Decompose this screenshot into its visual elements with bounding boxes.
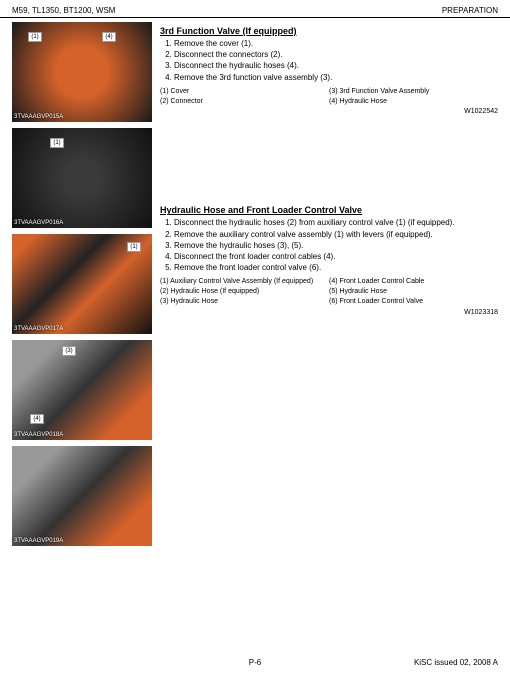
section-3rd-function: 3rd Function Valve (If equipped) Remove … xyxy=(160,26,498,115)
text-column: 3rd Function Valve (If equipped) Remove … xyxy=(152,22,498,552)
section2-wcode: W1023318 xyxy=(160,309,498,316)
section1-legend-right: (3) 3rd Function Valve Assembly(4) Hydra… xyxy=(329,87,498,107)
section2-legend-left: (1) Auxiliary Control Valve Assembly (If… xyxy=(160,277,329,306)
image-column: 3TVAAAGVP015A(1)(4)3TVAAAGVP016A(1)3TVAA… xyxy=(12,22,152,552)
list-item: (6) Front Loader Control Valve xyxy=(329,297,498,307)
section2-steps: Disconnect the hydraulic hoses (2) from … xyxy=(160,217,498,273)
list-item: (1) Cover xyxy=(160,87,329,97)
figure-label: 3TVAAAGVP017A xyxy=(14,326,63,332)
list-item: (2) Connector xyxy=(160,97,329,107)
header-left: M59, TL1350, BT1200, WSM xyxy=(12,6,115,15)
list-item: Remove the auxiliary control valve assem… xyxy=(174,229,498,240)
callout-label: (3) xyxy=(62,346,76,356)
section1-legend-left: (1) Cover(2) Connector xyxy=(160,87,329,107)
figure-label: 3TVAAAGVP018A xyxy=(14,432,63,438)
section2-legend-right: (4) Front Loader Control Cable(5) Hydrau… xyxy=(329,277,498,306)
list-item: Remove the 3rd function valve assembly (… xyxy=(174,72,498,83)
figure-image-2: 3TVAAAGVP017A (1) xyxy=(12,234,152,334)
callout-label: (1) xyxy=(28,32,42,42)
list-item: (4) Hydraulic Hose xyxy=(329,97,498,107)
section1-title: 3rd Function Valve (If equipped) xyxy=(160,26,498,36)
figure-image-1: 3TVAAAGVP016A (1) xyxy=(12,128,152,228)
section1-wcode: W1022542 xyxy=(160,108,498,115)
list-item: (3) Hydraulic Hose xyxy=(160,297,329,307)
list-item: Disconnect the hydraulic hoses (4). xyxy=(174,60,498,71)
list-item: (2) Hydraulic Hose (If equipped) xyxy=(160,287,329,297)
section1-steps: Remove the cover (1).Disconnect the conn… xyxy=(160,38,498,83)
list-item: Remove the cover (1). xyxy=(174,38,498,49)
footer-right: KiSC issued 02, 2008 A xyxy=(414,658,498,667)
callout-label: (4) xyxy=(102,32,116,42)
figure-label: 3TVAAAGVP015A xyxy=(14,114,63,120)
figure-label: 3TVAAAGVP019A xyxy=(14,538,63,544)
list-item: Disconnect the connectors (2). xyxy=(174,49,498,60)
callout-label: (1) xyxy=(50,138,64,148)
list-item: (3) 3rd Function Valve Assembly xyxy=(329,87,498,97)
section2-legend: (1) Auxiliary Control Valve Assembly (If… xyxy=(160,277,498,306)
list-item: Remove the front loader control valve (6… xyxy=(174,262,498,273)
callout-label: (4) xyxy=(30,414,44,424)
footer-page: P-6 xyxy=(249,658,261,667)
list-item: (1) Auxiliary Control Valve Assembly (If… xyxy=(160,277,329,287)
footer: P-6 KiSC issued 02, 2008 A xyxy=(0,658,510,667)
figure-image-3: 3TVAAAGVP018A (3) (4) xyxy=(12,340,152,440)
section1-legend: (1) Cover(2) Connector (3) 3rd Function … xyxy=(160,87,498,107)
header-bar: M59, TL1350, BT1200, WSM PREPARATION xyxy=(0,0,510,18)
section2-title: Hydraulic Hose and Front Loader Control … xyxy=(160,205,498,215)
list-item: (4) Front Loader Control Cable xyxy=(329,277,498,287)
figure-image-4: 3TVAAAGVP019A xyxy=(12,446,152,546)
list-item: Disconnect the hydraulic hoses (2) from … xyxy=(174,217,498,228)
figure-label: 3TVAAAGVP016A xyxy=(14,220,63,226)
content-area: 3TVAAAGVP015A(1)(4)3TVAAAGVP016A(1)3TVAA… xyxy=(0,18,510,552)
section-hydraulic: Hydraulic Hose and Front Loader Control … xyxy=(160,205,498,315)
figure-image-0: 3TVAAAGVP015A (1) (4) xyxy=(12,22,152,122)
header-right: PREPARATION xyxy=(442,6,498,15)
callout-label: (1) xyxy=(127,242,141,252)
list-item: (5) Hydraulic Hose xyxy=(329,287,498,297)
list-item: Disconnect the front loader control cabl… xyxy=(174,251,498,262)
list-item: Remove the hydraulic hoses (3), (5). xyxy=(174,240,498,251)
